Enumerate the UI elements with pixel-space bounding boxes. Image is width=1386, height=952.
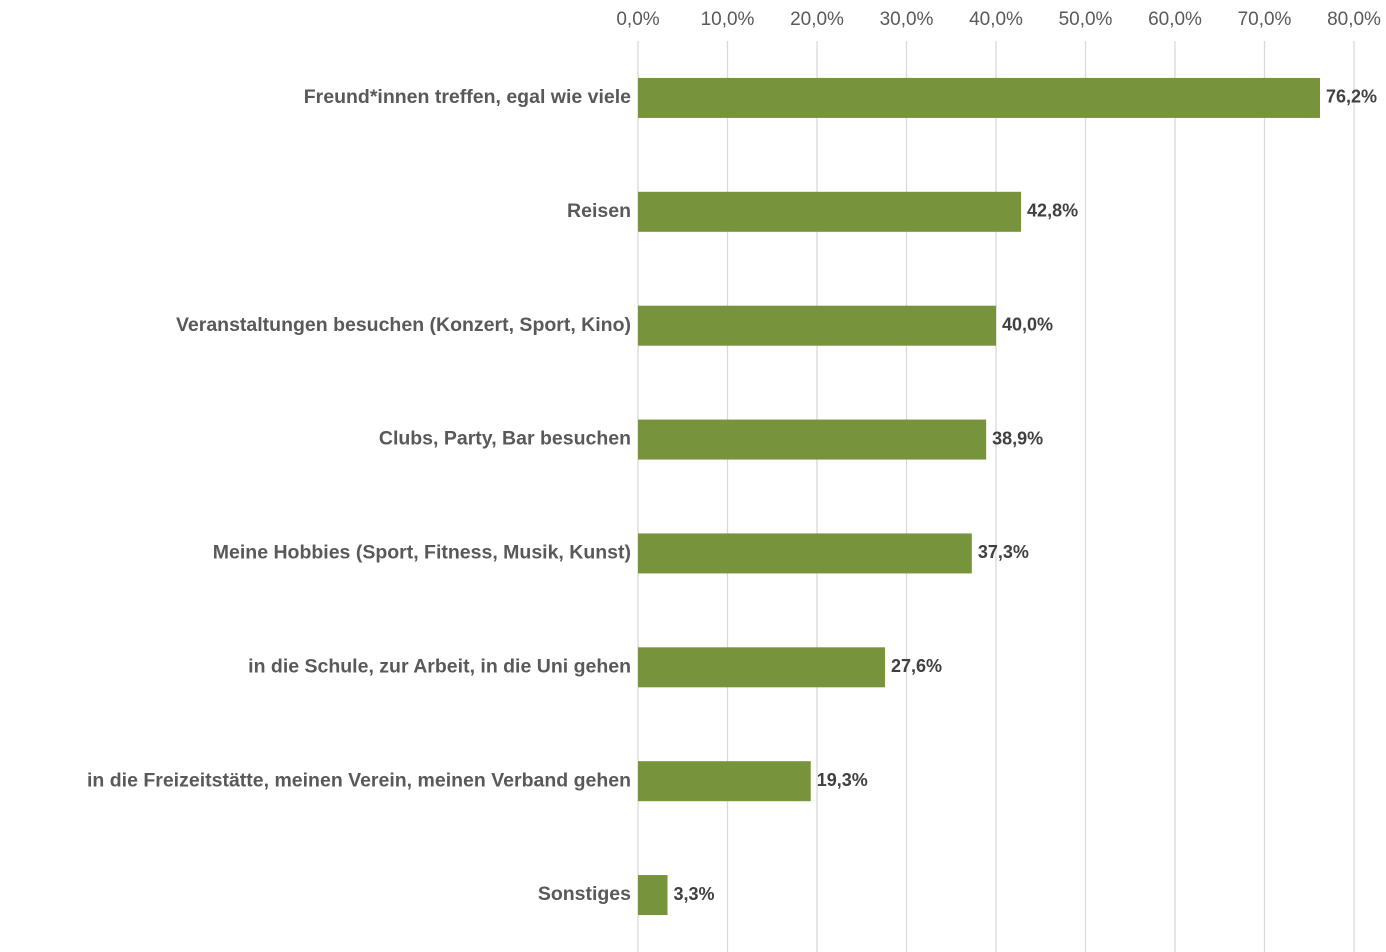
x-tick-label: 40,0%: [969, 9, 1023, 30]
x-tick-label: 20,0%: [790, 9, 844, 30]
y-tick-label: Veranstaltungen besuchen (Konzert, Sport…: [176, 314, 631, 336]
y-tick-label: in die Schule, zur Arbeit, in die Uni ge…: [248, 655, 631, 677]
bar: [638, 77, 1320, 118]
value-label: 27,6%: [891, 656, 942, 676]
bar: [638, 419, 987, 460]
value-label: 37,3%: [978, 542, 1029, 562]
value-label: 42,8%: [1027, 201, 1078, 221]
y-tick-label: Sonstiges: [538, 883, 631, 905]
y-tick-label: in die Freizeitstätte, meinen Verein, me…: [87, 769, 631, 791]
x-tick-label: 50,0%: [1059, 9, 1113, 30]
x-tick-label: 60,0%: [1148, 9, 1202, 30]
value-label: 40,0%: [1002, 314, 1053, 334]
bar: [638, 533, 972, 574]
bar: [638, 305, 996, 346]
bar: [638, 647, 886, 688]
bar: [638, 191, 1022, 232]
bar: [638, 875, 668, 916]
x-tick-label: 10,0%: [701, 9, 755, 30]
y-tick-label: Meine Hobbies (Sport, Fitness, Musik, Ku…: [213, 542, 631, 564]
value-label: 19,3%: [817, 770, 868, 790]
x-tick-label: 30,0%: [880, 9, 934, 30]
x-tick-label: 70,0%: [1238, 9, 1292, 30]
y-tick-label: Reisen: [567, 200, 631, 222]
bar: [638, 761, 811, 802]
value-label: 38,9%: [992, 428, 1043, 448]
y-tick-label: Clubs, Party, Bar besuchen: [379, 428, 631, 450]
x-tick-label: 0,0%: [616, 9, 659, 30]
x-tick-label: 80,0%: [1327, 9, 1381, 30]
y-tick-label: Freund*innen treffen, egal wie viele: [304, 86, 631, 108]
value-label: 76,2%: [1326, 87, 1377, 107]
value-label: 3,3%: [674, 884, 715, 904]
